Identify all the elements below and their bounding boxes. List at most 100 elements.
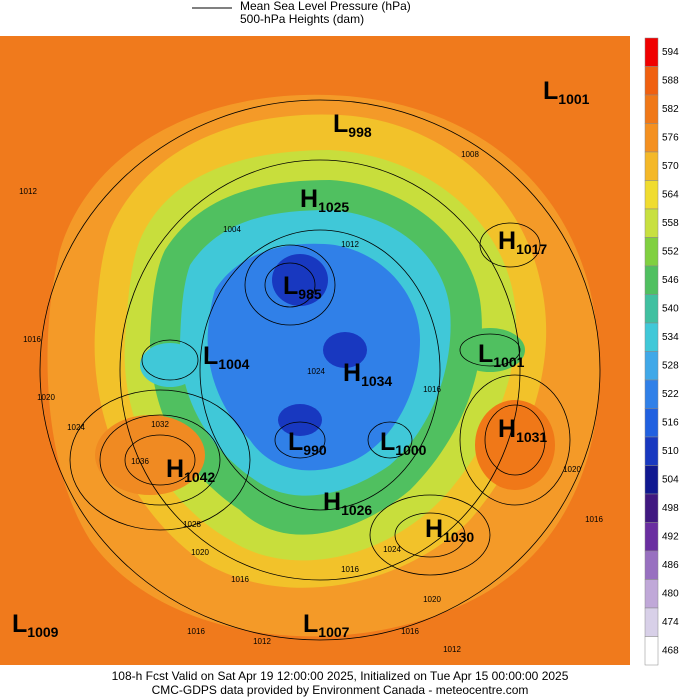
pressure-center: L1001: [543, 77, 590, 107]
pressure-center: H1025: [300, 185, 349, 215]
pressure-center: H1042: [166, 455, 215, 485]
contour-label: 1016: [585, 515, 603, 524]
footer-line: 108-h Fcst Valid on Sat Apr 19 12:00:00 …: [112, 669, 569, 683]
colorbar-swatch: [644, 94, 659, 124]
zone-510: [272, 254, 328, 306]
colorbar-label: 534: [662, 332, 679, 343]
colorbar-label: 546: [662, 275, 679, 286]
colorbar-label: 486: [662, 560, 679, 571]
pressure-center: L985: [283, 272, 322, 302]
center-kind: H: [425, 515, 443, 543]
colorbar-swatch: [644, 607, 659, 637]
colorbar-label: 516: [662, 417, 679, 428]
contour-label: 1020: [563, 465, 581, 474]
pressure-center: L1004: [203, 342, 250, 372]
contour-label: 1016: [187, 627, 205, 636]
center-kind: L: [303, 610, 318, 638]
center-kind: L: [478, 340, 493, 368]
colorbar-swatch: [644, 351, 659, 381]
pressure-center: H1034: [343, 359, 392, 389]
colorbar-label: 474: [662, 617, 679, 628]
legend-title: Mean Sea Level Pressure (hPa): [240, 0, 411, 13]
center-value: 1007: [318, 624, 349, 640]
center-kind: H: [323, 488, 341, 516]
colorbar-swatch: [644, 579, 659, 609]
center-kind: H: [166, 455, 184, 483]
pressure-center: H1031: [498, 415, 547, 445]
center-kind: H: [498, 227, 516, 255]
contour-label: 1008: [461, 150, 479, 159]
center-value: 1017: [516, 241, 547, 257]
colorbar-label: 522: [662, 389, 679, 400]
contour-label: 1012: [253, 637, 271, 646]
contour-label: 1020: [191, 548, 209, 557]
contour-label: 1024: [383, 545, 401, 554]
contour-label: 1020: [423, 595, 441, 604]
center-kind: H: [300, 185, 318, 213]
zone-534: [140, 343, 200, 387]
zone-522: [207, 243, 420, 471]
colorbar-label: 498: [662, 503, 679, 514]
colorbar-swatch: [644, 66, 659, 96]
colorbar-swatch: [644, 208, 659, 238]
zone-584: [95, 415, 205, 495]
pressure-center: H1026: [323, 488, 372, 518]
center-value: 1000: [395, 442, 426, 458]
colorbar-label: 540: [662, 303, 679, 314]
colorbar-swatch: [644, 123, 659, 153]
colorbar-swatch: [644, 550, 659, 580]
center-value: 998: [348, 124, 372, 140]
colorbar-label: 570: [662, 161, 679, 172]
center-kind: L: [203, 342, 218, 370]
colorbar-label: 588: [662, 75, 679, 86]
contour-label: 1016: [341, 565, 359, 574]
colorbar-label: 528: [662, 360, 679, 371]
colorbar-label: 594: [662, 47, 679, 58]
pressure-center: L1007: [303, 610, 350, 640]
colorbar-swatch: [644, 436, 659, 466]
legend: Mean Sea Level Pressure (hPa) 500-hPa He…: [192, 0, 411, 26]
colorbar-swatch: [644, 408, 659, 438]
center-value: 1026: [341, 502, 372, 518]
contour-label: 1016: [401, 627, 419, 636]
colorbar-label: 564: [662, 189, 679, 200]
pressure-center: L1009: [12, 610, 59, 640]
center-kind: L: [380, 428, 395, 456]
colorbar-swatch: [644, 379, 659, 409]
contour-label: 1016: [231, 575, 249, 584]
center-value: 1042: [184, 469, 215, 485]
center-value: 1025: [318, 199, 349, 215]
colorbar-swatch: [644, 294, 659, 324]
colorbar-label: 468: [662, 645, 679, 656]
contour-label: 1036: [131, 457, 149, 466]
center-kind: H: [498, 415, 516, 443]
center-value: 1031: [516, 429, 547, 445]
zone-510: [323, 332, 367, 368]
zone-546: [455, 328, 525, 372]
center-kind: L: [333, 110, 348, 138]
colorbar-swatch: [644, 465, 659, 495]
contour-label: 1032: [151, 420, 169, 429]
center-kind: L: [283, 272, 298, 300]
center-value: 1004: [218, 356, 249, 372]
contour-label: 1024: [67, 423, 85, 432]
center-value: 1030: [443, 529, 474, 545]
contour-label: 1016: [423, 385, 441, 394]
colorbar: 594 588 582 576 570 564 558 552 546 540 534 528 522 5…: [644, 37, 679, 666]
pressure-center: H1017: [498, 227, 547, 257]
center-value: 1009: [27, 624, 58, 640]
zone-510: [278, 404, 322, 436]
center-value: 1034: [361, 373, 392, 389]
colorbar-swatch: [644, 322, 659, 352]
colorbar-swatch: [644, 180, 659, 210]
center-kind: L: [12, 610, 27, 638]
center-value: 990: [303, 442, 327, 458]
contour-label: 1028: [183, 520, 201, 529]
contour-label: 1020: [37, 393, 55, 402]
contour-label: 1012: [19, 187, 37, 196]
colorbar-swatch: [644, 493, 659, 523]
colorbar-swatch: [644, 237, 659, 267]
colorbar-swatch: [644, 265, 659, 295]
contour-label: 1012: [341, 240, 359, 249]
